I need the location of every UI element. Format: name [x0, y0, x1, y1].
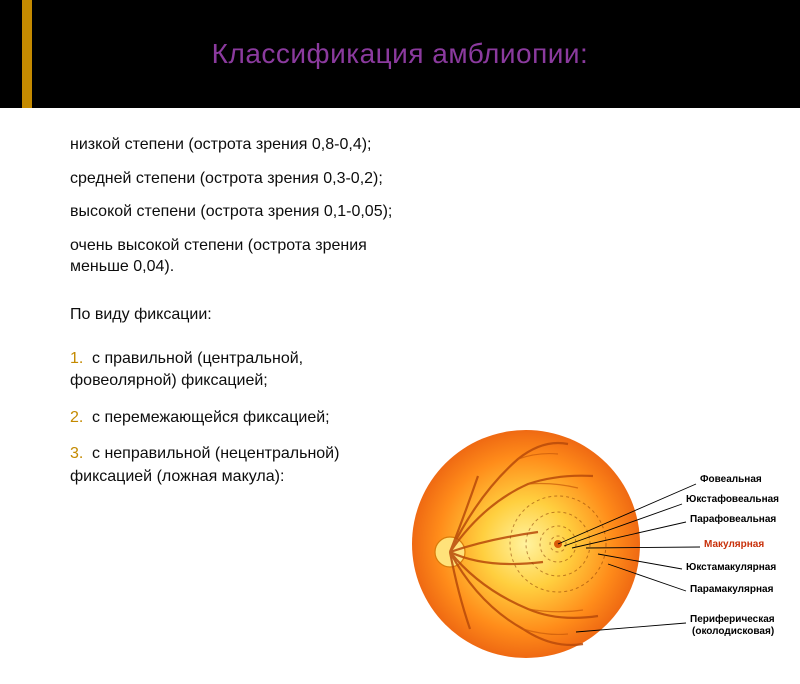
header-band: Классификация амблиопии: — [0, 0, 800, 108]
region-label: Фовеальная — [700, 474, 762, 485]
num-marker: 3. — [70, 443, 92, 465]
region-label: Парамакулярная — [690, 584, 773, 595]
region-label: Парафовеальная — [690, 514, 776, 525]
region-label: Макулярная — [704, 539, 764, 550]
section-label: По виду фиксации: — [70, 306, 780, 324]
accent-bar — [22, 0, 32, 108]
list-item: 2.с перемежающейся фиксацией; — [70, 407, 410, 429]
region-label: Юкстамакулярная — [686, 562, 776, 573]
list-item: низкой степени (острота зрения 0,8-0,4); — [70, 134, 430, 156]
list-item: 3.с неправильной (нецентральной) фиксаци… — [70, 443, 410, 488]
list-item-text: с правильной (центральной, фовеолярной) … — [70, 350, 303, 389]
num-marker: 1. — [70, 348, 92, 370]
fundus-diagram: Фовеальная Юкстафовеальная Парафовеальна… — [408, 404, 788, 684]
degree-list: низкой степени (острота зрения 0,8-0,4);… — [70, 134, 780, 278]
list-item: 1.с правильной (центральной, фовеолярной… — [70, 348, 410, 393]
list-item-text: с перемежающейся фиксацией; — [92, 409, 330, 426]
num-marker: 2. — [70, 407, 92, 429]
region-label: (околодисковая) — [692, 626, 774, 637]
list-item: очень высокой степени (острота зрения ме… — [70, 235, 430, 278]
content-area: низкой степени (острота зрения 0,8-0,4);… — [0, 108, 800, 488]
list-item: средней степени (острота зрения 0,3-0,2)… — [70, 168, 430, 190]
page-title: Классификация амблиопии: — [212, 38, 589, 70]
region-label: Периферическая — [690, 614, 775, 625]
list-item-text: с неправильной (нецентральной) фиксацией… — [70, 445, 339, 484]
region-label: Юкстафовеальная — [686, 494, 779, 505]
list-item: высокой степени (острота зрения 0,1-0,05… — [70, 201, 430, 223]
